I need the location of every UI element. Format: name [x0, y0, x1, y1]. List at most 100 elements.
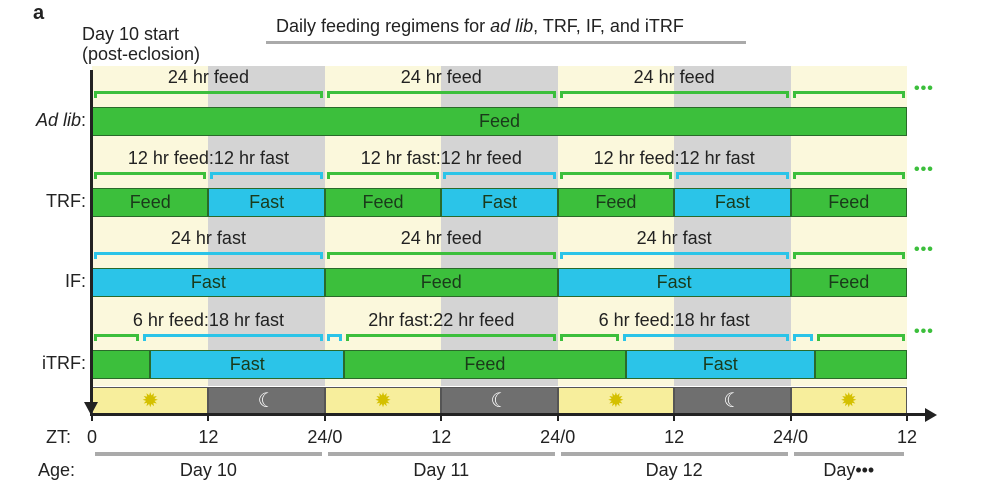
continuation-dots: ••• — [914, 80, 934, 97]
bracket-feed — [346, 334, 556, 341]
regimen-caption: 24 hr feed — [633, 67, 715, 87]
bracket-fast — [443, 172, 556, 179]
continuation-dots: ••• — [914, 241, 934, 258]
segment-fast: Fast — [208, 188, 325, 217]
segment-fast: Fast — [625, 350, 815, 379]
regimen-caption: 12 hr fast:12 hr feed — [360, 148, 522, 168]
segment-feed: Feed — [344, 350, 626, 379]
sun-icon: ✹ — [607, 390, 625, 412]
segment-feed: Feed — [92, 188, 209, 217]
regimen-caption: 24 hr feed — [400, 228, 482, 248]
segment-feed: Feed — [92, 107, 907, 136]
bracket-fast — [142, 334, 323, 341]
segment-feed: Feed — [557, 188, 675, 217]
bracket-fast — [792, 334, 813, 341]
zt-tick-label: 24/0 — [773, 427, 809, 447]
regimen-caption: 24 hr feed — [167, 67, 249, 87]
moon-icon: ☾ — [723, 390, 742, 412]
zt-tick-label: 24/0 — [307, 427, 343, 447]
regimen-label: IF: — [64, 271, 86, 291]
bracket-feed — [94, 91, 323, 98]
segment-fast: Fast — [92, 268, 325, 297]
bracket-fast — [676, 172, 789, 179]
segment-fast: Fast — [441, 188, 558, 217]
zt-label: ZT: — [46, 427, 71, 447]
title-underline — [266, 41, 746, 44]
regimen-caption: 24 hr fast — [170, 228, 246, 248]
moon-icon: ☾ — [490, 390, 509, 412]
zt-tick — [323, 413, 326, 421]
panel-letter: a — [33, 2, 45, 24]
right-arrow-icon — [925, 408, 937, 422]
bracket-feed — [559, 91, 789, 98]
day-label: Day••• — [823, 460, 875, 480]
zt-tick — [440, 413, 443, 421]
zt-tick — [556, 413, 559, 421]
segment-feed — [92, 350, 151, 379]
day-label: Day 11 — [413, 460, 470, 480]
light-dark-cell-light: ✹ — [92, 387, 209, 414]
regimen-label: iTRF: — [41, 353, 86, 373]
zt-tick-label: 12 — [664, 427, 685, 447]
bracket-feed — [326, 91, 556, 98]
down-arrow-icon — [84, 402, 98, 415]
regimen-caption: 12 hr feed:12 hr fast — [127, 148, 289, 168]
day-span-line — [95, 452, 322, 456]
light-dark-cell-light: ✹ — [790, 387, 907, 414]
sun-icon: ✹ — [141, 390, 159, 412]
zt-tick — [207, 413, 210, 421]
start-label: Day 10 start (post-eclosion) — [82, 24, 200, 64]
regimen-caption: 12 hr feed:12 hr fast — [593, 148, 755, 168]
zt-tick — [673, 413, 676, 421]
regimen-label: TRF: — [45, 191, 86, 211]
zt-tick-label: 12 — [198, 427, 219, 447]
bracket-feed — [559, 334, 619, 341]
day-label: Day 10 — [179, 460, 237, 480]
continuation-dots: ••• — [914, 323, 934, 340]
age-label: Age: — [38, 460, 76, 480]
title-prefix: Daily feeding regimens for — [276, 16, 491, 36]
bracket-fast — [94, 252, 323, 259]
bracket-fast — [326, 334, 343, 341]
segment-feed — [814, 350, 907, 379]
bracket-fast — [622, 334, 789, 341]
zt-axis — [90, 413, 928, 416]
moon-icon: ☾ — [257, 390, 276, 412]
bracket-feed — [816, 334, 905, 341]
zt-tick — [91, 413, 93, 421]
zt-tick — [789, 413, 792, 421]
segment-fast: Fast — [150, 350, 345, 379]
regimen-caption: 24 hr fast — [636, 228, 712, 248]
title-suffix: , TRF, IF, and iTRF — [533, 16, 684, 36]
regimen-caption: 6 hr feed:18 hr fast — [132, 310, 284, 330]
sun-icon: ✹ — [840, 390, 858, 412]
continuation-dots: ••• — [914, 161, 934, 178]
regimen-label: Ad lib: — [35, 110, 86, 130]
title-italic: ad lib — [490, 16, 534, 36]
regimen-caption: 6 hr feed:18 hr fast — [598, 310, 750, 330]
segment-feed: Feed — [790, 188, 907, 217]
segment-feed: Feed — [324, 188, 442, 217]
day-span-line — [793, 452, 904, 456]
segment-feed: Feed — [790, 268, 907, 297]
sun-icon: ✹ — [374, 390, 392, 412]
bracket-feed — [94, 172, 207, 179]
segment-fast: Fast — [557, 268, 791, 297]
light-dark-cell-dark: ☾ — [208, 387, 325, 414]
light-dark-cell-light: ✹ — [557, 387, 675, 414]
light-dark-cell-light: ✹ — [324, 387, 442, 414]
regimen-caption: 24 hr feed — [400, 67, 482, 87]
vertical-start-line — [90, 70, 93, 410]
bracket-feed — [792, 252, 905, 259]
zt-tick-label: 0 — [86, 427, 98, 447]
bracket-feed — [792, 91, 905, 98]
zt-tick-label: 12 — [896, 427, 918, 447]
diagram-title: Daily feeding regimens for ad lib, TRF, … — [276, 16, 684, 37]
regimen-caption: 2hr fast:22 hr feed — [368, 310, 515, 330]
start-label-line2: (post-eclosion) — [82, 44, 201, 64]
bracket-feed — [326, 252, 556, 259]
bracket-fast — [559, 252, 789, 259]
zt-tick-label: 12 — [431, 427, 452, 447]
bracket-fast — [210, 172, 323, 179]
